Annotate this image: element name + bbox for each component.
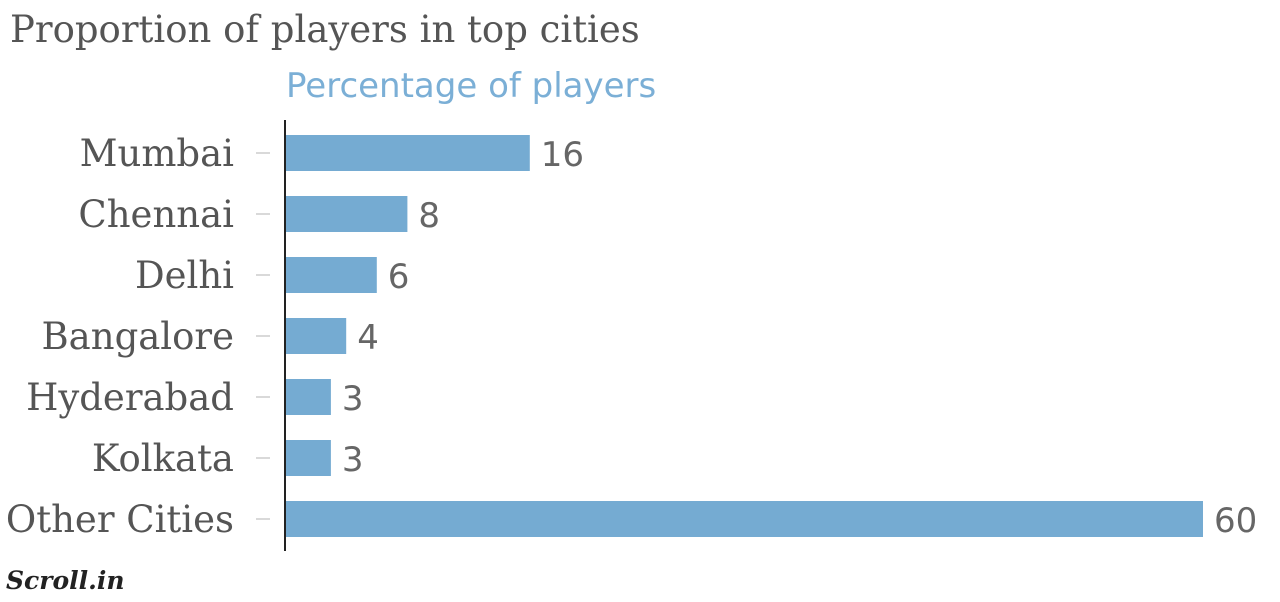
bar — [286, 440, 331, 476]
data-label: 3 — [342, 440, 364, 480]
bar — [286, 135, 530, 171]
bar — [286, 501, 1203, 537]
bar — [286, 318, 347, 354]
scroll-logo: Scroll.in — [6, 566, 125, 595]
bar — [286, 257, 377, 293]
data-label: 16 — [541, 135, 584, 175]
data-label: 60 — [1214, 501, 1257, 541]
data-label: 3 — [342, 379, 364, 419]
category-label: Delhi — [135, 254, 234, 297]
data-label: 4 — [357, 318, 379, 358]
chart-subtitle: Percentage of players — [286, 66, 657, 106]
category-label: Kolkata — [92, 437, 234, 480]
chart-title: Proportion of players in top cities — [10, 8, 640, 51]
data-label: 8 — [418, 196, 440, 236]
category-label: Bangalore — [41, 315, 234, 358]
bar — [286, 379, 331, 415]
category-label: Chennai — [78, 193, 234, 236]
data-label: 6 — [388, 257, 410, 297]
bar — [286, 196, 408, 232]
category-label: Other Cities — [6, 498, 234, 541]
category-label: Mumbai — [80, 132, 234, 175]
category-label: Hyderabad — [26, 376, 234, 419]
